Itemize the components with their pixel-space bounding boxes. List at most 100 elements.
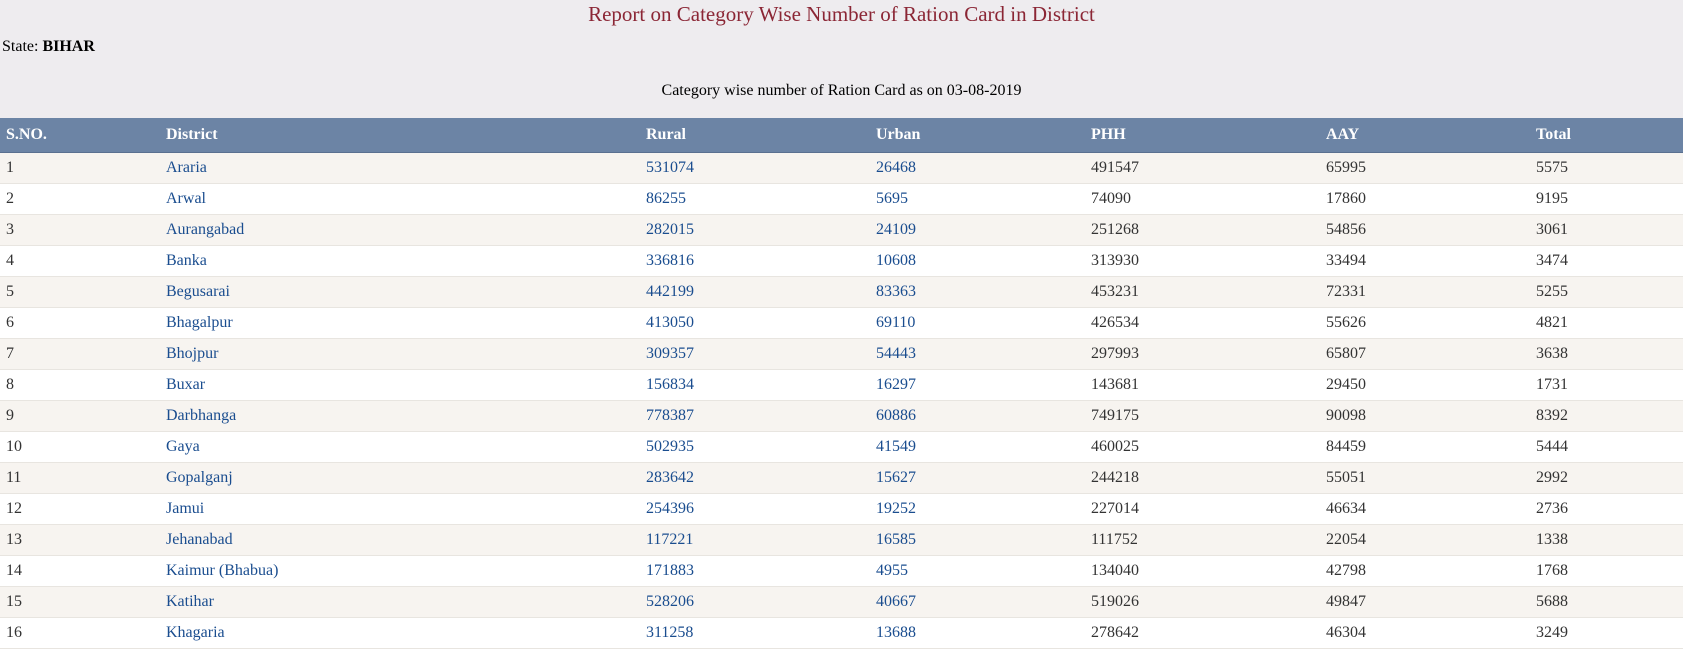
cell-district-link[interactable]: Gaya	[160, 432, 640, 463]
cell-sno: 9	[0, 401, 160, 432]
cell-phh: 134040	[1085, 556, 1320, 587]
cell-phh: 519026	[1085, 587, 1320, 618]
col-header-urban: Urban	[870, 118, 1085, 153]
cell-urban-link[interactable]: 24109	[870, 215, 1085, 246]
cell-sno: 3	[0, 215, 160, 246]
cell-district-link[interactable]: Aurangabad	[160, 215, 640, 246]
cell-rural-link[interactable]: 283642	[640, 463, 870, 494]
cell-district-link[interactable]: Katihar	[160, 587, 640, 618]
cell-total: 3638	[1530, 339, 1683, 370]
cell-total: 1338	[1530, 525, 1683, 556]
table-row: 1Araria53107426468491547659955575	[0, 153, 1683, 184]
cell-sno: 14	[0, 556, 160, 587]
cell-total: 8392	[1530, 401, 1683, 432]
cell-rural-link[interactable]: 442199	[640, 277, 870, 308]
cell-total: 5444	[1530, 432, 1683, 463]
cell-district-link[interactable]: Jehanabad	[160, 525, 640, 556]
cell-urban-link[interactable]: 60886	[870, 401, 1085, 432]
cell-urban-link[interactable]: 41549	[870, 432, 1085, 463]
cell-rural-link[interactable]: 336816	[640, 246, 870, 277]
state-value: BIHAR	[42, 38, 94, 55]
cell-total: 3474	[1530, 246, 1683, 277]
cell-aay: 72331	[1320, 277, 1530, 308]
table-row: 4Banka33681610608313930334943474	[0, 246, 1683, 277]
cell-phh: 74090	[1085, 184, 1320, 215]
cell-district-link[interactable]: Bhagalpur	[160, 308, 640, 339]
table-row: 5Begusarai44219983363453231723315255	[0, 277, 1683, 308]
col-header-phh: PHH	[1085, 118, 1320, 153]
cell-aay: 22054	[1320, 525, 1530, 556]
cell-district-link[interactable]: Bhojpur	[160, 339, 640, 370]
cell-district-link[interactable]: Buxar	[160, 370, 640, 401]
cell-district-link[interactable]: Kaimur (Bhabua)	[160, 556, 640, 587]
cell-aay: 84459	[1320, 432, 1530, 463]
cell-district-link[interactable]: Gopalganj	[160, 463, 640, 494]
cell-phh: 297993	[1085, 339, 1320, 370]
cell-sno: 4	[0, 246, 160, 277]
cell-urban-link[interactable]: 16585	[870, 525, 1085, 556]
table-row: 6Bhagalpur41305069110426534556264821	[0, 308, 1683, 339]
cell-district-link[interactable]: Jamui	[160, 494, 640, 525]
cell-sno: 6	[0, 308, 160, 339]
cell-total: 2736	[1530, 494, 1683, 525]
cell-urban-link[interactable]: 40667	[870, 587, 1085, 618]
cell-total: 5575	[1530, 153, 1683, 184]
cell-sno: 11	[0, 463, 160, 494]
cell-rural-link[interactable]: 171883	[640, 556, 870, 587]
cell-urban-link[interactable]: 10608	[870, 246, 1085, 277]
cell-sno: 7	[0, 339, 160, 370]
cell-aay: 42798	[1320, 556, 1530, 587]
table-row: 3Aurangabad28201524109251268548563061	[0, 215, 1683, 246]
cell-phh: 460025	[1085, 432, 1320, 463]
cell-sno: 2	[0, 184, 160, 215]
cell-urban-link[interactable]: 16297	[870, 370, 1085, 401]
table-row: 8Buxar15683416297143681294501731	[0, 370, 1683, 401]
cell-urban-link[interactable]: 4955	[870, 556, 1085, 587]
cell-rural-link[interactable]: 282015	[640, 215, 870, 246]
cell-district-link[interactable]: Banka	[160, 246, 640, 277]
col-header-rural: Rural	[640, 118, 870, 153]
cell-rural-link[interactable]: 413050	[640, 308, 870, 339]
cell-total: 1731	[1530, 370, 1683, 401]
cell-rural-link[interactable]: 309357	[640, 339, 870, 370]
cell-phh: 251268	[1085, 215, 1320, 246]
cell-total: 5255	[1530, 277, 1683, 308]
table-row: 15Katihar52820640667519026498475688	[0, 587, 1683, 618]
cell-rural-link[interactable]: 502935	[640, 432, 870, 463]
cell-rural-link[interactable]: 86255	[640, 184, 870, 215]
cell-urban-link[interactable]: 69110	[870, 308, 1085, 339]
cell-rural-link[interactable]: 156834	[640, 370, 870, 401]
table-row: 12Jamui25439619252227014466342736	[0, 494, 1683, 525]
state-label: State:	[2, 38, 38, 55]
cell-rural-link[interactable]: 254396	[640, 494, 870, 525]
col-header-total: Total	[1530, 118, 1683, 153]
cell-phh: 491547	[1085, 153, 1320, 184]
cell-total: 5688	[1530, 587, 1683, 618]
cell-urban-link[interactable]: 5695	[870, 184, 1085, 215]
cell-urban-link[interactable]: 26468	[870, 153, 1085, 184]
cell-total: 1768	[1530, 556, 1683, 587]
cell-sno: 8	[0, 370, 160, 401]
table-body: 1Araria531074264684915476599555752Arwal8…	[0, 153, 1683, 649]
cell-phh: 426534	[1085, 308, 1320, 339]
cell-phh: 453231	[1085, 277, 1320, 308]
cell-rural-link[interactable]: 117221	[640, 525, 870, 556]
cell-urban-link[interactable]: 15627	[870, 463, 1085, 494]
cell-rural-link[interactable]: 778387	[640, 401, 870, 432]
cell-aay: 65807	[1320, 339, 1530, 370]
cell-district-link[interactable]: Arwal	[160, 184, 640, 215]
table-row: 7Bhojpur30935754443297993658073638	[0, 339, 1683, 370]
cell-urban-link[interactable]: 83363	[870, 277, 1085, 308]
cell-aay: 65995	[1320, 153, 1530, 184]
cell-urban-link[interactable]: 19252	[870, 494, 1085, 525]
cell-sno: 1	[0, 153, 160, 184]
cell-district-link[interactable]: Darbhanga	[160, 401, 640, 432]
cell-aay: 29450	[1320, 370, 1530, 401]
cell-district-link[interactable]: Araria	[160, 153, 640, 184]
table-row: 9Darbhanga77838760886749175900988392	[0, 401, 1683, 432]
table-row: 13Jehanabad11722116585111752220541338	[0, 525, 1683, 556]
cell-urban-link[interactable]: 54443	[870, 339, 1085, 370]
cell-district-link[interactable]: Begusarai	[160, 277, 640, 308]
cell-rural-link[interactable]: 531074	[640, 153, 870, 184]
cell-rural-link[interactable]: 528206	[640, 587, 870, 618]
